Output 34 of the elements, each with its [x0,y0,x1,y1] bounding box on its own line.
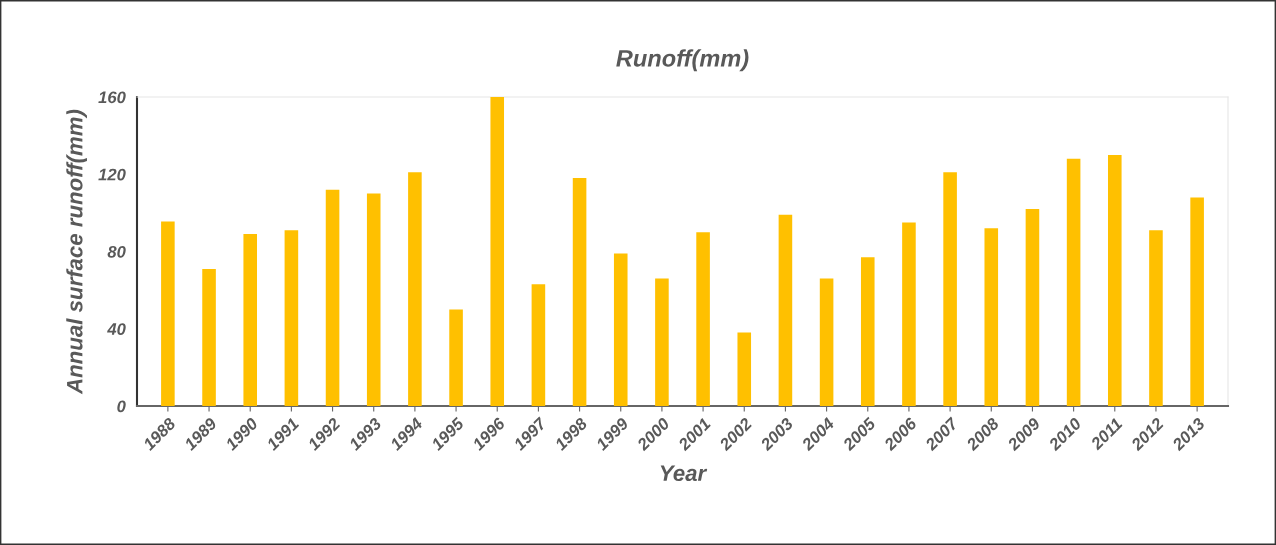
bar [860,257,875,406]
bar [408,172,422,406]
bar [1107,154,1122,406]
bar [819,278,834,406]
bar [943,172,957,406]
bar [1025,209,1040,406]
bar [1190,197,1204,406]
bar [984,228,999,406]
bar [531,284,546,406]
y-tick-label: 0 [117,400,126,413]
y-tick-label: 80 [107,245,126,258]
bar [284,230,299,406]
bar [202,268,216,406]
bar [449,309,463,406]
y-tick-label: 40 [107,323,126,335]
bar [572,178,587,406]
bar [902,222,916,406]
bar [161,221,175,406]
bar [778,214,793,406]
bar [243,234,258,406]
bar [655,278,669,406]
y-tick-label: 160 [98,91,126,104]
bar [696,232,710,406]
y-tick-label: 120 [98,168,126,181]
bar [490,97,505,406]
chart-title: Runoff(mm) [616,49,749,72]
bar [1066,158,1081,406]
bar [366,193,381,406]
bar [1149,230,1163,406]
bar [613,253,628,406]
bar [737,332,752,406]
bar [325,189,340,406]
y-axis-title: Annual surface runoff(mm) [66,109,87,395]
x-axis-title: Year [660,465,708,482]
